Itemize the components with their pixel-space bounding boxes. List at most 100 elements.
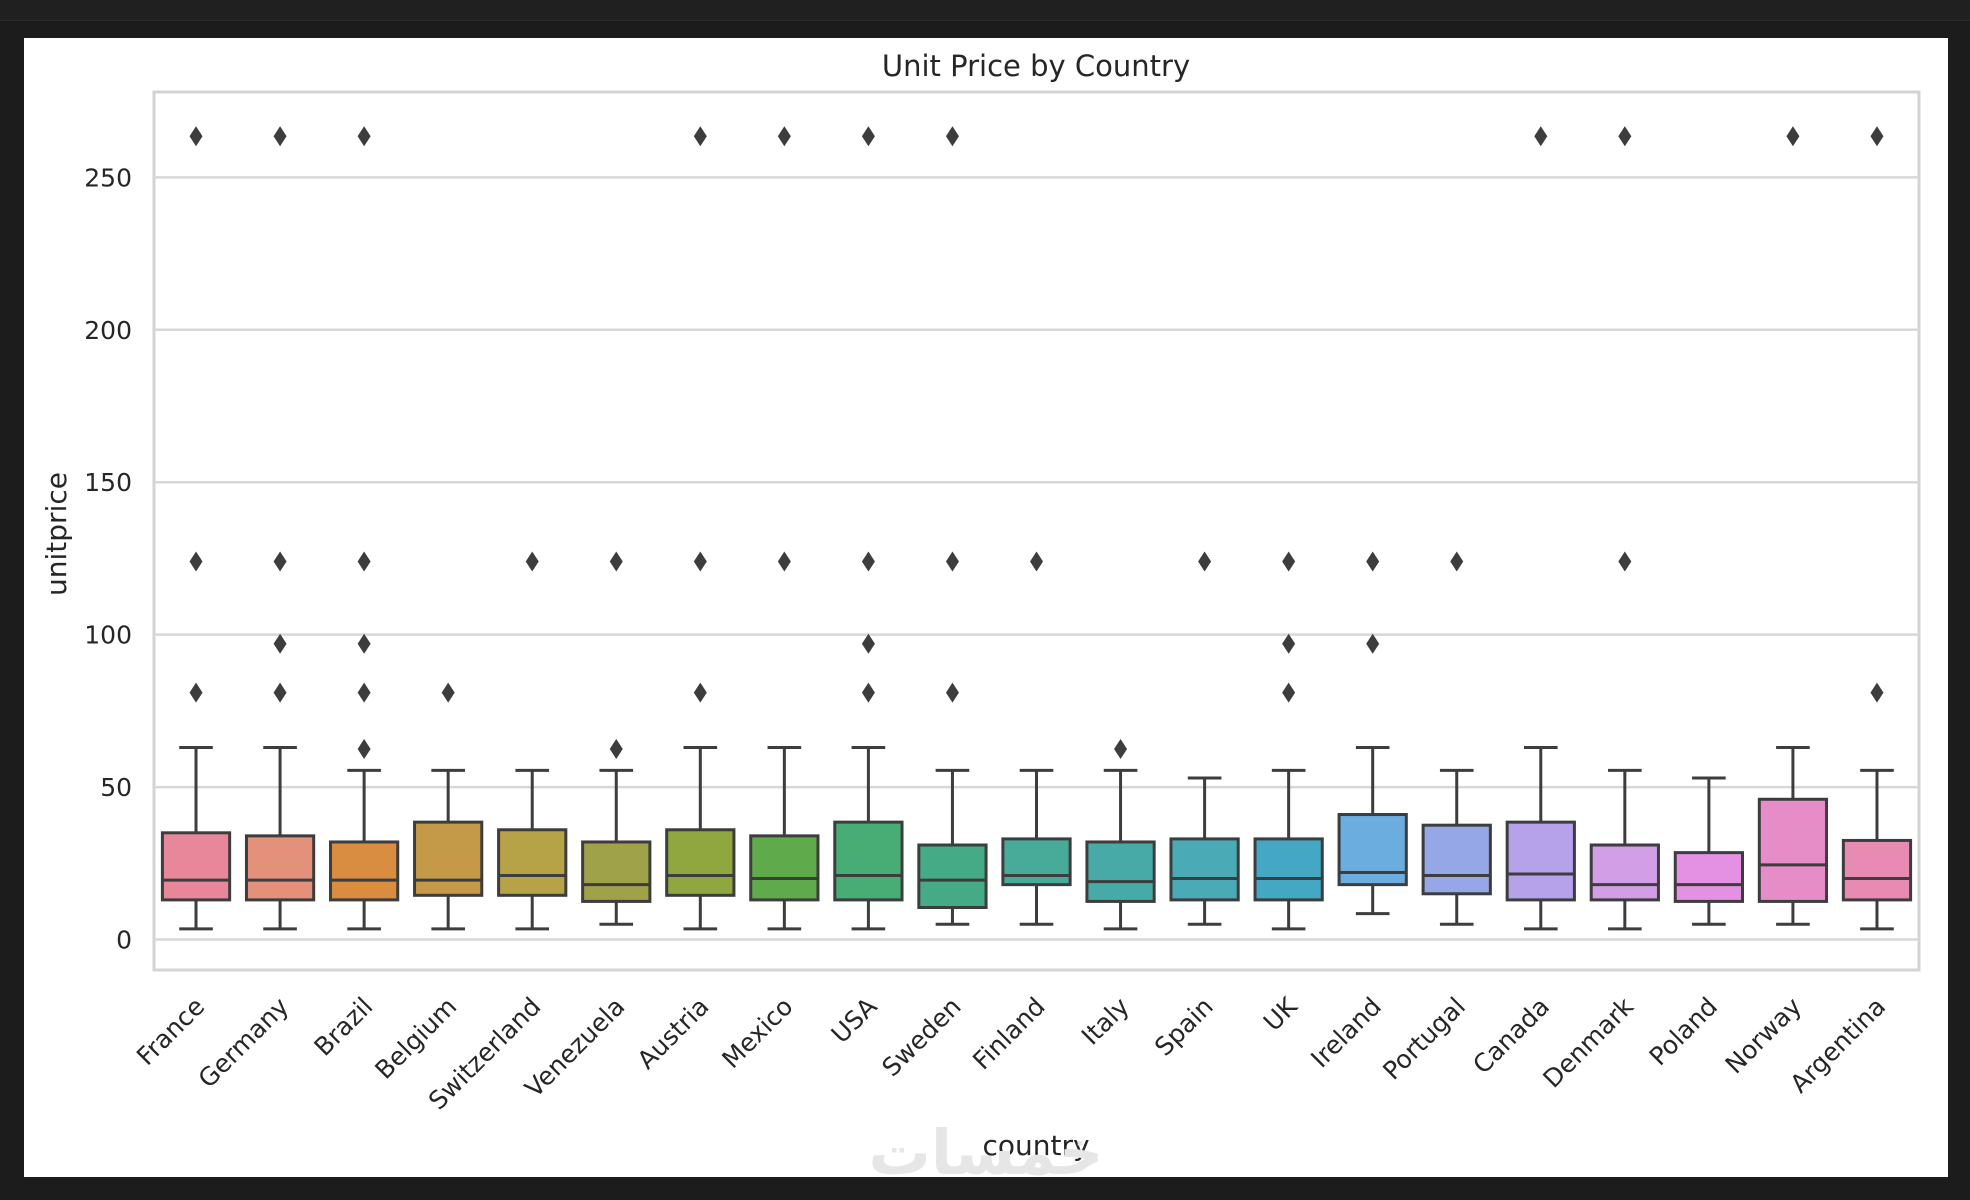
y-tick-labels: 0 50 100 150 200 250 (84, 163, 132, 954)
outlier-point (945, 126, 959, 147)
outlier-point (693, 126, 707, 147)
outlier-point (945, 551, 959, 572)
x-tick-label: Sweden (876, 992, 966, 1082)
y-tick-label: 200 (84, 316, 132, 345)
iqr-box (1505, 820, 1576, 902)
x-tick-label: Brazil (309, 992, 379, 1062)
outlier-point (273, 551, 287, 572)
iqr-box (833, 820, 904, 902)
box-germany (244, 126, 316, 931)
iqr-box (749, 834, 820, 902)
iqr-box (1085, 840, 1156, 903)
box-switzerland (497, 551, 568, 931)
outlier-point (1114, 738, 1128, 759)
x-tick-label: Portugal (1377, 992, 1471, 1086)
boxes (160, 126, 1913, 931)
iqr-box (1421, 823, 1492, 896)
box-italy (1085, 738, 1156, 931)
outlier-point (273, 633, 287, 654)
iqr-box (160, 831, 232, 902)
x-tick-label: Mexico (716, 992, 798, 1074)
outlier-point (189, 126, 203, 147)
y-tick-label: 100 (84, 621, 132, 650)
outlier-point (861, 682, 875, 703)
x-tick-label: Italy (1076, 992, 1135, 1051)
outlier-point (1030, 551, 1043, 572)
box-mexico (749, 126, 820, 931)
x-tick-label: Poland (1644, 992, 1724, 1072)
iqr-box (1757, 797, 1829, 903)
outlier-point (1282, 633, 1296, 654)
x-tick-label: Finland (967, 992, 1051, 1076)
box-venezuela (581, 551, 652, 926)
x-tick-label: Ireland (1305, 992, 1387, 1074)
iqr-box (1673, 851, 1745, 903)
iqr-box (1253, 837, 1324, 902)
y-tick-label: 250 (84, 163, 132, 192)
y-tick-label: 50 (100, 773, 132, 802)
box-brazil (329, 126, 400, 931)
outlier-point (357, 738, 371, 759)
outlier-point (1450, 551, 1464, 572)
iqr-box (497, 828, 568, 897)
box-argentina (1841, 126, 1913, 931)
iqr-box (413, 820, 484, 897)
x-tick-label: France (131, 992, 210, 1071)
outlier-point (357, 126, 371, 147)
outlier-point (861, 551, 875, 572)
y-tick-label: 150 (84, 468, 132, 497)
x-tick-label: Austria (632, 992, 715, 1075)
outlier-point (609, 551, 623, 572)
outlier-point (609, 738, 623, 759)
iqr-box (244, 834, 316, 902)
window-top-strip (0, 0, 1970, 21)
chart-title: Unit Price by Country (882, 49, 1190, 83)
outlier-point (189, 682, 203, 703)
x-tick-label: Canada (1467, 992, 1555, 1080)
outlier-point (693, 682, 707, 703)
outlier-point (1870, 126, 1884, 147)
outlier-point (1282, 551, 1296, 572)
iqr-box (329, 840, 400, 902)
outlier-point (693, 551, 707, 572)
iqr-box (1001, 837, 1072, 887)
outlier-point (1198, 551, 1212, 572)
x-tick-label: Norway (1720, 992, 1808, 1080)
box-norway (1757, 126, 1829, 926)
y-tick-label: 0 (116, 926, 132, 955)
box-ireland (1337, 551, 1408, 916)
x-tick-label: Spain (1149, 992, 1219, 1062)
iqr-box (1169, 837, 1240, 902)
iqr-box (917, 843, 988, 910)
outlier-point (945, 682, 959, 703)
box-austria (665, 126, 736, 931)
outlier-point (273, 682, 287, 703)
iqr-box (1337, 813, 1408, 887)
iqr-box (1841, 838, 1913, 902)
outlier-point (525, 551, 539, 572)
outlier-point (777, 126, 791, 147)
outlier-point (189, 551, 203, 572)
iqr-box (1589, 843, 1660, 902)
box-denmark (1589, 126, 1660, 931)
box-usa (833, 126, 904, 931)
outlier-point (1534, 126, 1548, 147)
x-tick-label: UK (1258, 991, 1303, 1036)
box-canada (1505, 126, 1576, 931)
outlier-point (777, 551, 791, 572)
outlier-point (861, 633, 875, 654)
box-poland (1673, 776, 1745, 926)
outlier-point (1618, 551, 1632, 572)
outlier-point (1366, 551, 1380, 572)
box-uk (1253, 551, 1324, 931)
iqr-box (665, 828, 736, 897)
box-sweden (917, 126, 988, 926)
x-tick-label: Germany (193, 992, 295, 1094)
x-axis-label: country (982, 1129, 1089, 1162)
box-finland (1001, 551, 1072, 926)
box-portugal (1421, 551, 1492, 926)
iqr-box (581, 840, 652, 903)
